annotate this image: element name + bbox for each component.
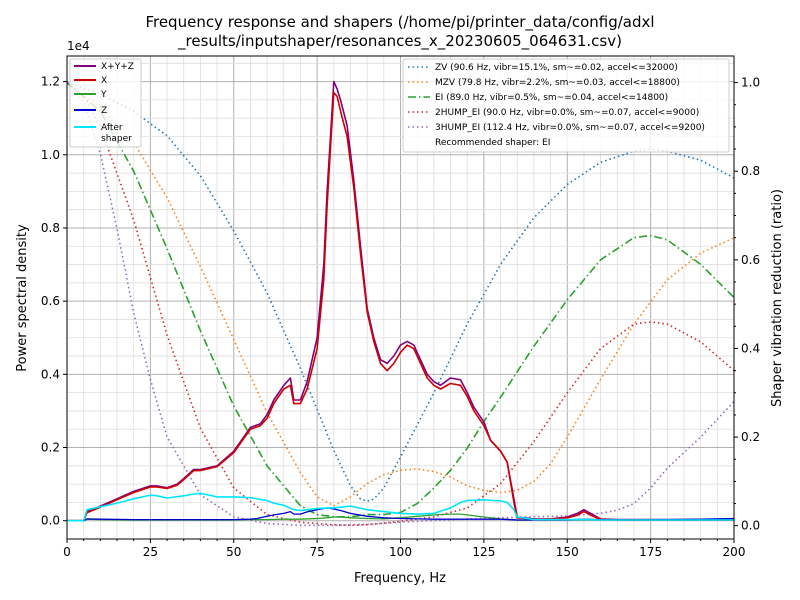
x-axis-label: Frequency, Hz: [354, 571, 446, 586]
y2-tick-label: 0.4: [741, 341, 760, 355]
y-tick-label: 1.0: [41, 148, 60, 162]
y-tick-label: 0.8: [41, 221, 60, 235]
x-tick-label: 175: [639, 545, 662, 559]
grid-lines: [66, 56, 735, 540]
x-tick-label: 0: [63, 545, 71, 559]
x-tick-label: 200: [723, 545, 746, 559]
y2-tick-label: 0.0: [741, 519, 760, 533]
y2-tick-label: 0.8: [741, 164, 760, 178]
y-tick-label: 0.6: [41, 294, 60, 308]
shaper-line-3: [66, 81, 735, 527]
legend-shapers: ZV (90.6 Hz, vibr=15.1%, sm~=0.02, accel…: [402, 58, 730, 153]
y2-axis-label: Shaper vibration reduction (ratio): [770, 189, 785, 407]
legend-psd-label: X+Y+Z: [101, 62, 134, 72]
legend-psd-label: Y: [100, 90, 107, 100]
legend-psd-label: shaper: [101, 134, 132, 144]
y2-tick-label: 0.6: [741, 253, 760, 267]
legend-shaper-box: [402, 58, 730, 153]
y-exponent-label: 1e4: [67, 39, 90, 53]
y2-tick-label: 0.2: [741, 430, 760, 444]
y-tick-label: 1.2: [41, 75, 60, 89]
psd-line-4: [67, 492, 734, 522]
y-axis-label: Power spectral density: [15, 224, 30, 372]
y-tick-label: 0.0: [41, 514, 60, 528]
chart-title-line2: _results/inputshaper/resonances_x_202306…: [177, 32, 622, 51]
x-axis-ticks: 0 25 50 75 100 125 150 175 200: [63, 539, 745, 559]
x-tick-label: 50: [226, 545, 241, 559]
legend-shaper-label: 2HUMP_EI (90.0 Hz, vibr=0.0%, sm~=0.07, …: [435, 108, 699, 118]
y-tick-label: 0.2: [41, 441, 60, 455]
shaper-series-group: [66, 81, 735, 527]
legend-shaper-label: 3HUMP_EI (112.4 Hz, vibr=0.0%, sm~=0.07,…: [435, 123, 705, 133]
shaper-line-0: [66, 81, 735, 503]
legend-shaper-label: MZV (79.8 Hz, vibr=2.2%, sm~=0.03, accel…: [435, 78, 680, 88]
x-tick-label: 25: [143, 545, 158, 559]
shaper-line-1: [66, 81, 735, 507]
chart-title-line1: Frequency response and shapers (/home/pi…: [145, 13, 654, 32]
x-tick-label: 125: [472, 545, 495, 559]
x-tick-label: 150: [556, 545, 579, 559]
y-tick-label: 0.4: [41, 367, 60, 381]
legend-psd-label: After: [101, 123, 123, 133]
recommended-shaper-label: Recommended shaper: EI: [435, 138, 550, 148]
y-axis-ticks: 0.0 0.2 0.4 0.6 0.8 1.0 1.2: [41, 75, 67, 528]
legend-psd-label: X: [101, 76, 107, 86]
legend-psd-label: Z: [101, 106, 107, 116]
y2-tick-label: 1.0: [741, 76, 760, 90]
x-tick-label: 100: [389, 545, 412, 559]
y2-axis-ticks: 0.0 0.2 0.4 0.6 0.8 1.0: [734, 76, 760, 533]
shaper-line-2: [66, 81, 735, 518]
psd-series-group: [67, 80, 735, 522]
legend-shaper-label: EI (89.0 Hz, vibr=0.5%, sm~=0.04, accel<…: [435, 93, 668, 103]
legend-shaper-label: ZV (90.6 Hz, vibr=15.1%, sm~=0.02, accel…: [435, 63, 678, 73]
x-tick-label: 75: [309, 545, 324, 559]
